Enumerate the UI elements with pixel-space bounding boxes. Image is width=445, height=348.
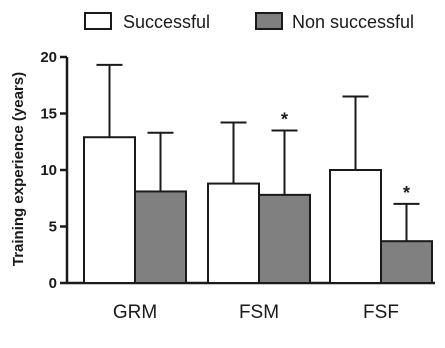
y-tick-label: 0: [49, 275, 57, 292]
category-labels: GRM FSM FSF: [113, 302, 399, 323]
error-bars: **: [96, 63, 420, 242]
bar-grm-successful: [83, 136, 136, 284]
bar-grm-non-successful: [134, 190, 187, 284]
legend-label-non-successful: Non successful: [292, 12, 414, 32]
y-tick-label: 20: [40, 49, 57, 66]
category-label-fsm: FSM: [239, 302, 279, 323]
y-tick-label: 5: [49, 219, 57, 236]
legend-label-successful: Successful: [123, 12, 210, 32]
y-tick-label: 15: [40, 106, 57, 123]
category-label-grm: GRM: [113, 302, 157, 323]
bar-fsm-successful: [207, 182, 260, 284]
y-axis-label: Training experience (years): [10, 72, 27, 266]
legend-swatch-successful: [84, 12, 112, 30]
y-tick-label: 10: [40, 162, 57, 179]
bar-fsm-non-successful: [258, 193, 311, 284]
bars: [83, 136, 433, 285]
y-ticks: 0 5 10 15 20: [40, 49, 67, 292]
category-label-fsf: FSF: [363, 302, 399, 323]
bar-fsf-successful: [329, 169, 382, 284]
bar-fsf-non-successful: [380, 240, 433, 285]
legend: Successful Non successful: [84, 12, 414, 32]
significance-marker: *: [403, 183, 410, 203]
significance-marker: *: [281, 109, 288, 129]
legend-swatch-non-successful: [255, 12, 283, 30]
